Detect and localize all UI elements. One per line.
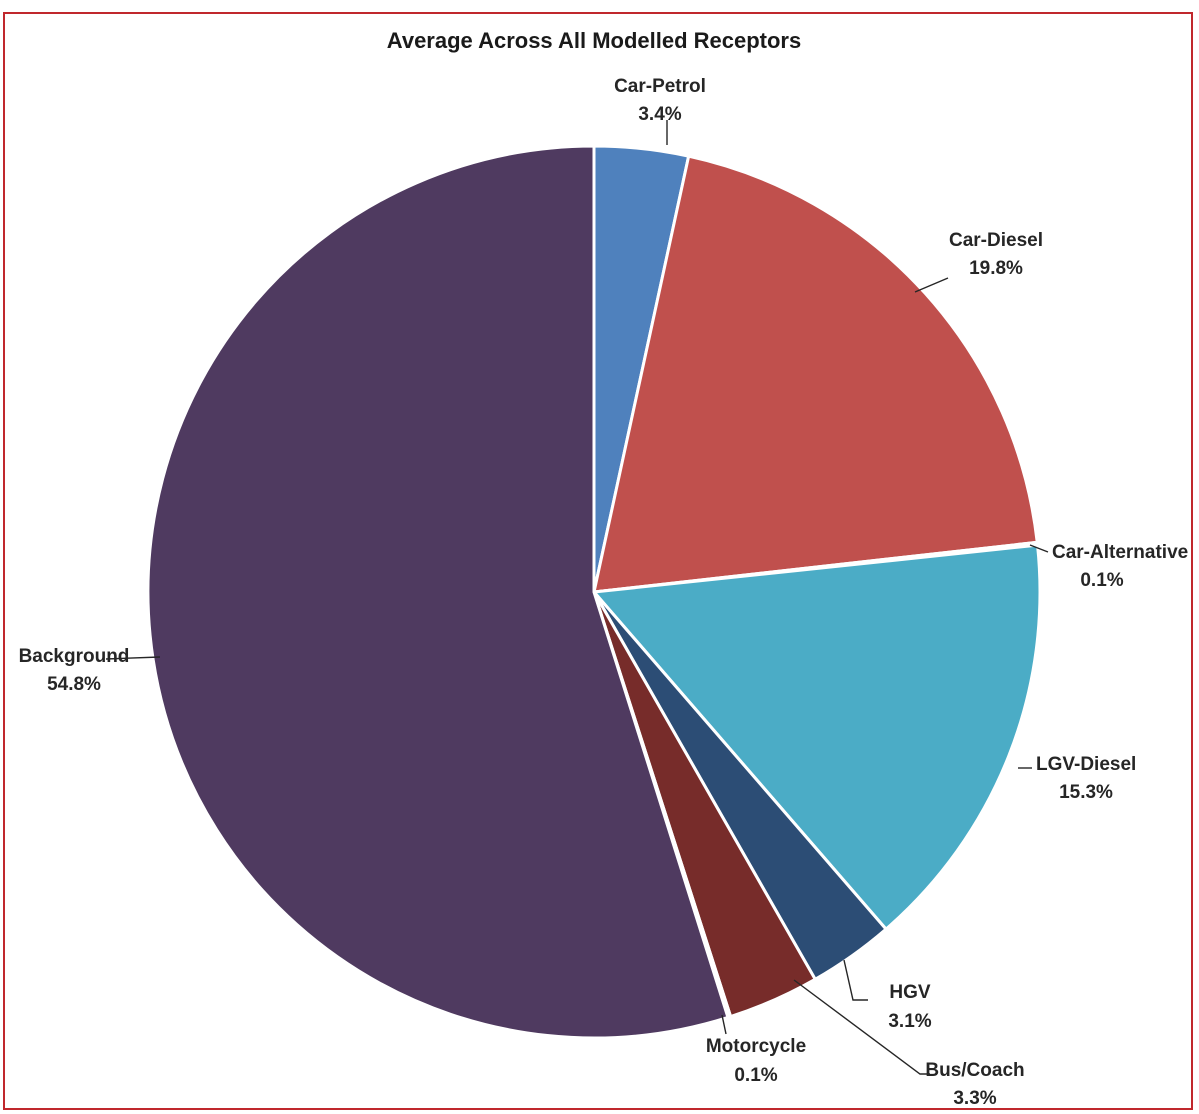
leader-line	[914, 277, 949, 293]
data-label-value: 15.3%	[1059, 782, 1113, 803]
data-label-category: Car-Petrol	[614, 76, 706, 97]
data-label-category: Car-Diesel	[949, 230, 1043, 251]
pie-slice-background	[146, 144, 730, 1040]
data-label-category: Background	[19, 646, 130, 667]
chart-title: Average Across All Modelled Receptors	[387, 28, 801, 53]
pie-slice-car-diesel	[592, 154, 1039, 594]
data-label-value: 19.8%	[969, 258, 1023, 279]
data-label-value: 0.1%	[1080, 570, 1123, 591]
data-label-category: Bus/Coach	[925, 1060, 1024, 1081]
leader-line	[721, 1014, 727, 1035]
pie-slice-lgv-diesel	[590, 543, 1042, 932]
data-label-value: 3.1%	[888, 1011, 931, 1032]
leader-line	[1029, 544, 1049, 553]
data-label-value: 0.1%	[734, 1065, 777, 1086]
leader-line	[843, 959, 868, 1001]
data-label-value: 3.3%	[953, 1088, 996, 1109]
data-label-category: LGV-Diesel	[1036, 754, 1136, 775]
data-labels: Car-Petrol 3.4% Car-Diesel 19.8% Car-Alterna…	[19, 76, 1189, 1109]
data-label-value: 3.4%	[638, 104, 681, 125]
leader-line	[105, 656, 161, 660]
leader-lines	[105, 120, 1049, 1075]
data-label-category: Car-Alternative	[1052, 542, 1188, 563]
data-label-value: 54.8%	[47, 674, 101, 695]
data-label-category: HGV	[889, 982, 931, 1003]
leader-line	[793, 979, 930, 1075]
data-label-category: Motorcycle	[706, 1036, 806, 1057]
pie-slices	[146, 144, 1042, 1040]
